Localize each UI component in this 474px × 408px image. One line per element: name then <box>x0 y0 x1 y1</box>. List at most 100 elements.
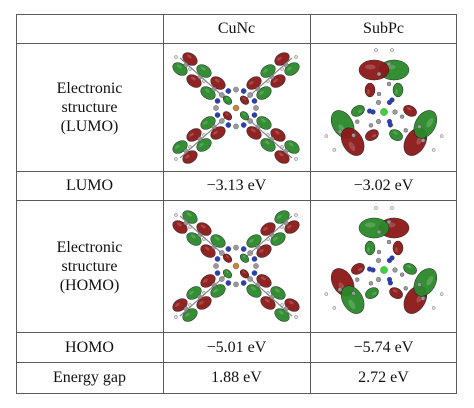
atom <box>417 282 422 287</box>
atom <box>380 108 388 116</box>
atom <box>247 92 253 98</box>
orbital-lobe <box>186 232 202 246</box>
atom <box>225 122 232 128</box>
orbital-lobe <box>222 269 233 279</box>
atom <box>355 277 360 282</box>
orbital-lobe <box>256 274 272 288</box>
atom <box>376 91 382 97</box>
atom <box>253 105 259 111</box>
atom <box>240 280 247 286</box>
atom <box>376 249 382 255</box>
atom <box>240 246 247 252</box>
atom <box>390 48 394 52</box>
row-divider-4 <box>16 332 457 333</box>
atom <box>431 306 436 310</box>
row-label-lumo: LUMO <box>65 177 114 194</box>
atom <box>375 99 382 106</box>
row-label-energy-gap: Energy gap <box>52 369 126 386</box>
atom <box>219 250 225 256</box>
atom <box>247 276 253 282</box>
atom <box>233 86 239 93</box>
subpc-homo-orbital-image <box>324 206 444 314</box>
atom <box>386 81 392 87</box>
atom <box>294 157 298 161</box>
orbital-lobe <box>389 129 403 141</box>
header-cell-subpc: SubPc <box>363 20 404 37</box>
atom <box>399 114 405 119</box>
atom <box>219 276 225 282</box>
orbital-lobe <box>364 240 376 256</box>
atom <box>232 104 240 112</box>
orbital-lobe <box>239 111 250 121</box>
atom <box>214 256 221 262</box>
orbital-lobe <box>239 253 250 263</box>
atom <box>370 109 376 115</box>
row-divider-3 <box>16 200 457 201</box>
row-label-homo-structure: Electronic structure (HOMO) <box>16 200 163 332</box>
atom <box>332 148 337 152</box>
row-label-lumo-structure: Electronic structure (LUMO) <box>16 43 163 171</box>
orbital-lobe <box>392 82 404 98</box>
subpc-lumo-value: −3.02 eV <box>353 177 414 194</box>
orbital-lobe <box>239 269 250 279</box>
atom <box>251 112 258 118</box>
subpc-lumo-orbital-image <box>324 48 444 156</box>
orbital-lobe <box>365 129 379 141</box>
orbital-lobe <box>392 240 404 256</box>
table-border-bottom <box>16 393 457 394</box>
orbital-lobe <box>256 116 272 130</box>
atom <box>214 112 221 118</box>
orbital-lobe <box>270 286 286 300</box>
atom <box>386 61 392 67</box>
label-line: Electronic <box>56 238 123 256</box>
atom <box>420 296 426 301</box>
column-divider-2 <box>310 14 311 394</box>
atom <box>174 315 178 319</box>
atom <box>431 148 436 152</box>
orbital-lobe <box>358 59 390 81</box>
atom <box>251 270 258 276</box>
atom <box>219 92 225 98</box>
atom <box>219 118 225 124</box>
row-divider-5 <box>16 362 457 363</box>
atom <box>337 287 343 292</box>
orbital-lobe <box>186 286 202 300</box>
row-divider-1 <box>16 43 457 44</box>
atom <box>213 263 219 269</box>
atom <box>370 267 376 273</box>
atom <box>374 48 378 52</box>
cunc-homo-value: −5.01 eV <box>206 338 267 356</box>
orbital-lobe <box>222 95 233 105</box>
atom <box>368 281 374 286</box>
atom <box>294 55 298 59</box>
atom <box>233 244 239 251</box>
orbital-lobe <box>270 232 286 246</box>
orbital-lobe <box>200 274 216 288</box>
orbital-lobe <box>413 268 438 297</box>
atom <box>417 124 422 129</box>
atom <box>420 138 426 143</box>
orbital-lobe <box>172 298 188 312</box>
atom <box>214 270 221 276</box>
atom <box>439 292 444 296</box>
orbital-lobe <box>365 287 379 299</box>
atom <box>251 256 258 262</box>
atom <box>355 119 360 124</box>
orbital-lobe <box>256 244 272 258</box>
atom <box>375 257 382 264</box>
table-border-right <box>456 14 457 394</box>
column-divider-1 <box>163 14 164 394</box>
atom <box>337 129 343 134</box>
atom <box>174 157 178 161</box>
cunc-energy-gap-value: 1.88 eV <box>211 369 262 386</box>
atom <box>233 281 239 288</box>
cunc-lumo-value: −3.13 eV <box>206 177 267 194</box>
atom <box>324 134 329 138</box>
atom <box>225 246 232 252</box>
subpc-homo-value: −5.74 eV <box>353 338 414 356</box>
atom <box>324 292 329 296</box>
orbital-lobe <box>413 110 438 139</box>
cunc-homo-orbital-image <box>172 210 300 322</box>
cunc-lumo-orbital-image <box>172 52 300 164</box>
